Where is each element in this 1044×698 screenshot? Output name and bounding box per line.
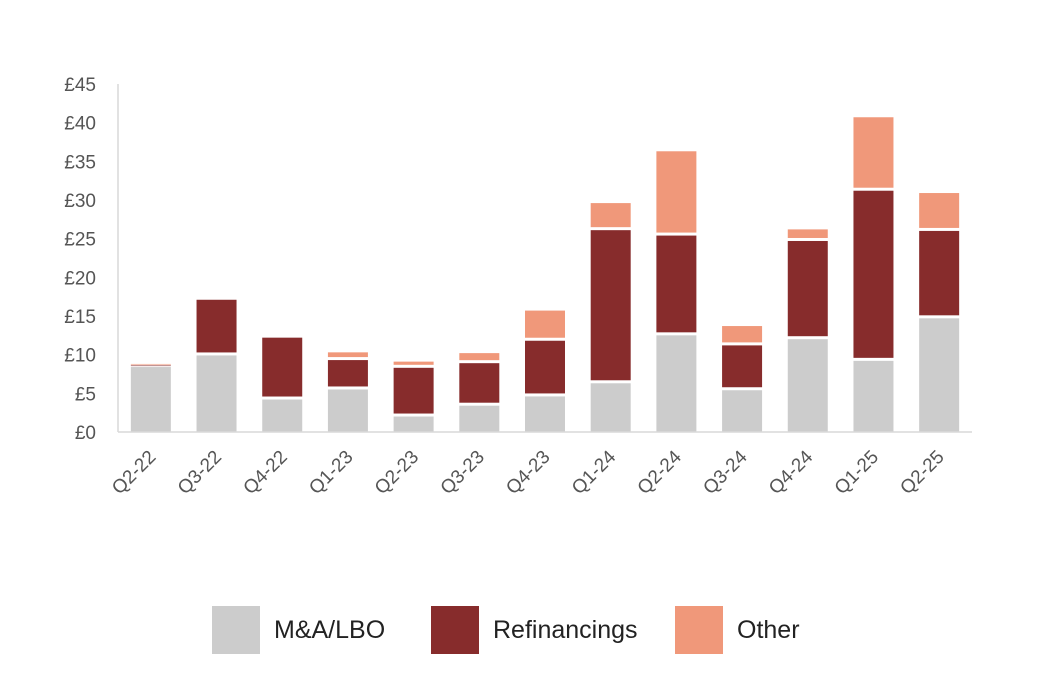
y-tick-label: £35 xyxy=(64,152,96,173)
y-tick-label: £20 xyxy=(64,268,96,289)
legend-item-ma-lbo: M&A/LBO xyxy=(212,606,412,654)
bar-m-a-lbo-q2-23 xyxy=(393,416,434,432)
x-tick-label: Q2-22 xyxy=(108,447,160,499)
legend-item-other: Other xyxy=(675,606,825,654)
legend-label-ma-lbo: M&A/LBO xyxy=(274,616,386,644)
y-tick-label: £40 xyxy=(64,114,96,135)
y-tick-label: £25 xyxy=(64,230,96,251)
bar-refinancings-q2-25 xyxy=(919,230,960,316)
bar-refinancings-q4-22 xyxy=(262,337,303,397)
bar-refinancings-q2-22 xyxy=(130,365,171,367)
bar-m-a-lbo-q2-25 xyxy=(919,318,960,432)
stacked-bar-chart: £0 £5 £10 £15 £20 £25 £30 £35 £40 £45 Q2-22 Q3-22 Q4… xyxy=(64,75,972,499)
bar-refinancings-q4-24 xyxy=(787,240,828,337)
legend-item-refinancings: Refinancings xyxy=(431,606,661,654)
bar-m-a-lbo-q3-23 xyxy=(459,405,500,432)
legend-swatch-ma-lbo xyxy=(212,606,260,654)
y-tick-label: £5 xyxy=(75,384,96,405)
bar-m-a-lbo-q1-23 xyxy=(327,389,368,432)
bar-m-a-lbo-q2-22 xyxy=(130,367,171,432)
x-tick-label: Q4-24 xyxy=(765,446,817,498)
bar-m-a-lbo-q4-24 xyxy=(787,339,828,432)
x-tick-label: Q1-24 xyxy=(568,446,620,498)
bar-refinancings-q1-25 xyxy=(853,190,894,358)
bar-other-q3-24 xyxy=(722,326,763,343)
bar-m-a-lbo-q4-22 xyxy=(262,399,303,432)
bar-other-q1-24 xyxy=(590,203,631,228)
bar-refinancings-q1-23 xyxy=(327,360,368,387)
bar-other-q4-24 xyxy=(787,229,828,238)
y-tick-label: £0 xyxy=(75,423,96,444)
bar-m-a-lbo-q1-24 xyxy=(590,383,631,432)
bar-other-q2-22 xyxy=(130,363,171,365)
bar-m-a-lbo-q2-24 xyxy=(656,335,697,432)
bar-m-a-lbo-q3-22 xyxy=(196,355,237,432)
y-tick-label: £30 xyxy=(64,191,96,212)
bar-m-a-lbo-q4-23 xyxy=(525,396,565,432)
y-tick-label: £15 xyxy=(64,307,96,328)
bar-other-q4-23 xyxy=(525,310,565,338)
x-tick-label: Q3-22 xyxy=(174,447,226,499)
bar-other-q2-24 xyxy=(656,151,697,233)
x-tick-label: Q2-24 xyxy=(634,446,686,498)
y-tick-label: £45 xyxy=(64,75,96,96)
x-tick-label: Q2-25 xyxy=(896,447,948,499)
bar-refinancings-q3-23 xyxy=(459,363,500,403)
legend-label-other: Other xyxy=(737,616,800,644)
x-tick-label: Q1-23 xyxy=(305,447,357,499)
legend: M&A/LBO Refinancings Other xyxy=(0,606,1044,656)
bar-refinancings-q2-24 xyxy=(656,235,697,333)
bar-m-a-lbo-q3-24 xyxy=(722,390,763,432)
bar-other-q3-23 xyxy=(459,353,500,361)
bar-m-a-lbo-q1-25 xyxy=(853,360,894,432)
bar-other-q1-23 xyxy=(327,352,368,358)
bar-refinancings-q3-24 xyxy=(722,345,763,388)
bar-other-q2-25 xyxy=(919,193,960,228)
bar-refinancings-q1-24 xyxy=(590,230,631,381)
x-tick-label: Q3-23 xyxy=(437,447,489,499)
legend-swatch-refinancings xyxy=(431,606,479,654)
y-tick-label: £10 xyxy=(64,346,96,367)
legend-swatch-other xyxy=(675,606,723,654)
x-tick-label: Q4-22 xyxy=(240,447,292,499)
bar-other-q2-23 xyxy=(393,361,434,365)
x-tick-label: Q1-25 xyxy=(831,447,883,499)
bar-other-q1-25 xyxy=(853,117,894,188)
x-tick-label: Q4-23 xyxy=(502,447,554,499)
bar-refinancings-q4-23 xyxy=(525,340,565,394)
x-tick-label: Q2-23 xyxy=(371,447,423,499)
bar-refinancings-q2-23 xyxy=(393,367,434,414)
bar-refinancings-q3-22 xyxy=(196,299,237,353)
legend-label-refinancings: Refinancings xyxy=(493,616,638,644)
x-tick-label: Q3-24 xyxy=(699,446,751,498)
